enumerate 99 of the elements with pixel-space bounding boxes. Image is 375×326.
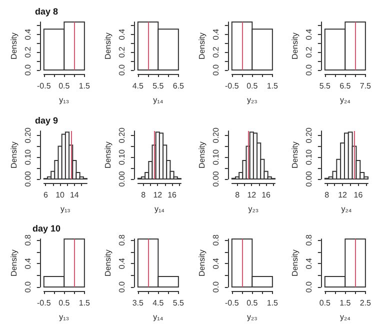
x-tick-label: 16 — [167, 190, 177, 200]
x-tick-label: 10 — [56, 190, 66, 200]
y-tick-label: 0.20 — [304, 126, 314, 143]
x-axis-title: y₂₃ — [248, 204, 258, 214]
y-tick-label: 0.0 — [210, 281, 220, 293]
x-tick-label: -0.5 — [224, 298, 239, 308]
x-tick-label: 8 — [234, 190, 240, 200]
y-tick-label: 0.4 — [304, 28, 314, 40]
y-tick-label: 0.10 — [304, 148, 314, 165]
y-tick-label: 0.10 — [23, 148, 32, 165]
y-tick-label: 0.0 — [304, 64, 314, 76]
x-axis-title: y₂₄ — [340, 312, 351, 322]
x-tick-label: -0.5 — [37, 82, 52, 90]
y-tick-label: 0.00 — [23, 170, 32, 186]
x-tick-label: 5.5 — [320, 82, 332, 90]
x-tick-label: 6 — [43, 190, 48, 200]
x-tick-label: 12 — [152, 190, 162, 200]
x-tick-label: 1.5 — [266, 298, 278, 308]
x-tick-label: 16 — [261, 190, 271, 200]
x-axis-title: y₂₄ — [340, 96, 351, 104]
x-tick-label: 16 — [354, 190, 364, 200]
x-tick-label: 2.5 — [360, 298, 372, 308]
x-tick-label: 1.5 — [340, 298, 352, 308]
y-tick-label: 0.8 — [304, 234, 314, 246]
x-tick-label: 8 — [140, 190, 146, 200]
y-tick-label: 0.8 — [117, 234, 126, 246]
x-tick-label: 8 — [324, 190, 330, 200]
y-tick-label: 0.4 — [117, 28, 126, 40]
y-tick-label: 0.8 — [210, 234, 220, 246]
x-tick-label: 0.5 — [246, 298, 258, 308]
x-tick-label: 12 — [246, 190, 256, 200]
y-axis-title: Density — [103, 141, 112, 168]
x-tick-label: 4.5 — [152, 298, 164, 308]
x-axis-title: y₁₄ — [154, 204, 164, 214]
x-tick-label: 6.5 — [340, 82, 352, 90]
y-tick-label: 0.4 — [117, 258, 126, 270]
y-tick-label: 0.0 — [23, 64, 32, 76]
x-axis-title: y₁₃ — [60, 204, 70, 214]
x-axis-title: y₂₃ — [246, 312, 257, 322]
x-tick-label: 0.5 — [58, 82, 70, 90]
y-axis-title: Density — [290, 32, 300, 60]
x-axis-title: y₁₃ — [59, 96, 70, 104]
x-tick-label: 12 — [338, 190, 348, 200]
x-axis-title: y₂₄ — [342, 204, 352, 214]
y-tick-label: 0.4 — [23, 258, 32, 270]
y-tick-label: 0.0 — [210, 64, 220, 76]
x-tick-label: 5.5 — [152, 82, 164, 90]
y-axis-title: Density — [9, 141, 18, 168]
y-axis-title: Density — [9, 250, 18, 277]
chart-title: day 9 — [34, 115, 58, 126]
y-tick-label: 0.20 — [23, 126, 32, 143]
y-axis-title: Density — [290, 250, 300, 277]
y-tick-label: 0.4 — [210, 258, 220, 270]
y-axis-title: Density — [196, 250, 206, 277]
y-tick-label: 0.00 — [304, 170, 314, 186]
chart-title: day 8 — [34, 6, 58, 16]
y-tick-label: 0.10 — [117, 148, 126, 165]
x-tick-label: -0.5 — [37, 298, 52, 308]
y-tick-label: 0.0 — [23, 281, 32, 293]
y-tick-label: 0.20 — [210, 126, 220, 143]
y-tick-label: 0.8 — [23, 234, 32, 246]
x-tick-label: 1.5 — [266, 82, 278, 90]
y-tick-label: 0.2 — [117, 46, 126, 58]
y-axis-title: Density — [196, 32, 206, 60]
x-tick-label: 1.5 — [78, 82, 91, 90]
y-tick-label: 0.0 — [304, 281, 314, 293]
x-tick-label: 0.5 — [246, 82, 258, 90]
y-tick-label: 0.00 — [210, 170, 220, 186]
y-tick-label: 0.4 — [210, 28, 220, 40]
y-axis-title: Density — [290, 141, 300, 168]
y-axis-title: Density — [196, 141, 206, 168]
y-tick-label: 0.00 — [117, 170, 126, 186]
x-tick-label: 4.5 — [132, 82, 144, 90]
x-tick-label: 6.5 — [172, 82, 184, 90]
y-tick-label: 0.10 — [210, 148, 220, 165]
y-tick-label: 0.4 — [304, 258, 314, 270]
chart-title: day 10 — [32, 224, 61, 234]
y-tick-label: 0.2 — [23, 46, 32, 58]
y-tick-label: 0.0 — [117, 281, 126, 293]
y-tick-label: 0.2 — [210, 46, 220, 58]
x-tick-label: 3.5 — [132, 298, 144, 308]
y-tick-label: 0.0 — [117, 64, 126, 76]
x-axis-title: y₁₄ — [152, 96, 163, 104]
x-tick-label: 0.5 — [320, 298, 332, 308]
y-axis-title: Density — [103, 32, 112, 60]
y-tick-label: 0.20 — [117, 126, 126, 143]
x-tick-label: 0.5 — [58, 298, 70, 308]
x-axis-title: y₁₃ — [59, 312, 70, 322]
y-tick-label: 0.4 — [23, 28, 32, 40]
x-axis-title: y₂₃ — [246, 96, 257, 104]
x-tick-label: 5.5 — [172, 298, 184, 308]
y-tick-label: 0.2 — [304, 46, 314, 58]
x-tick-label: 7.5 — [360, 82, 372, 90]
x-tick-label: 14 — [70, 190, 80, 200]
y-axis-title: Density — [103, 250, 112, 277]
x-tick-label: -0.5 — [224, 82, 239, 90]
x-axis-title: y₁₄ — [152, 312, 163, 322]
y-axis-title: Density — [9, 32, 18, 60]
x-tick-label: 1.5 — [78, 298, 91, 308]
